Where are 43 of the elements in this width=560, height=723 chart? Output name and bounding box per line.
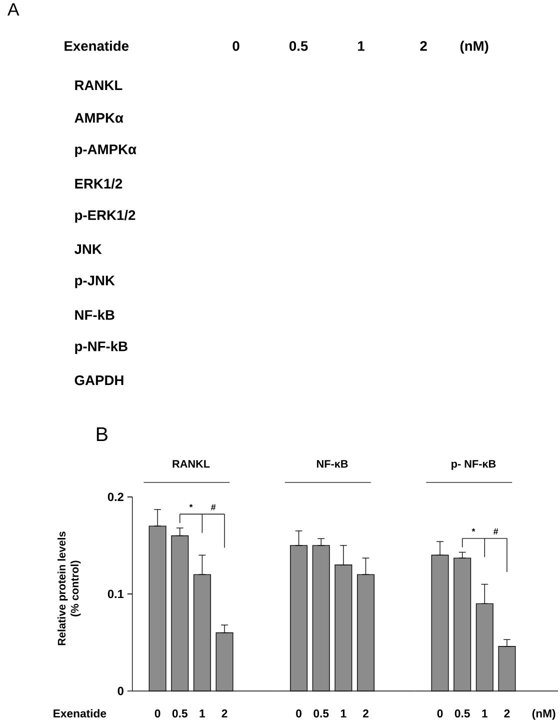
category-label: AMPKα	[74, 113, 124, 123]
x-tick-label: 0.5	[454, 709, 470, 718]
category-label: 1	[358, 41, 365, 51]
x-axis-title: Exenatide	[54, 709, 106, 718]
category-label: p-NF-kB	[75, 341, 128, 354]
category-label: p-JNK	[75, 276, 115, 288]
category-label: 0.5	[289, 41, 308, 51]
text: RANKL	[172, 460, 210, 468]
x-tick-label: 0	[296, 709, 302, 718]
y-tick-label: 0.1	[108, 590, 124, 598]
x-tick-label: 0	[437, 709, 443, 718]
category-label: 2	[420, 41, 427, 51]
x-tick-label: 1	[200, 710, 206, 718]
annotation: *	[472, 528, 476, 532]
x-tick-label: 2	[363, 709, 368, 718]
text: A	[7, 3, 20, 16]
y-axis-title: Relative protein levels (% control)	[58, 532, 81, 646]
category-label: 0	[232, 41, 240, 51]
text: p- NF-κB	[452, 460, 496, 470]
text: (nM)	[460, 40, 488, 54]
category-label: GAPDH	[74, 375, 124, 386]
y-tick-label: 0	[118, 686, 124, 696]
x-tick-label: 0	[154, 709, 160, 718]
text: Exenatide	[64, 40, 129, 51]
category-label: p-ERK1/2	[75, 210, 136, 223]
x-tick-label: 2	[504, 709, 510, 718]
text: NF-κB	[317, 460, 348, 468]
x-tick-label: 1	[482, 710, 488, 718]
chart-title: B	[96, 427, 108, 441]
annotation: #	[211, 504, 216, 510]
x-tick-label: 0.5	[314, 709, 329, 718]
x-tick-label: 2	[222, 709, 228, 718]
x-tick-label: 0.5	[172, 709, 188, 718]
y-tick-label: 0.2	[108, 492, 124, 502]
x-axis-title: (nM)	[532, 709, 556, 720]
category-label: JNK	[74, 244, 102, 254]
category-label: NF-kB	[75, 310, 114, 320]
category-label: ERK1/2	[75, 178, 122, 189]
x-tick-label: 1	[340, 710, 346, 718]
category-label: p-AMPKα	[75, 144, 136, 157]
annotation: *	[189, 504, 193, 508]
category-label: RANKL	[75, 80, 122, 90]
annotation: #	[494, 528, 498, 534]
